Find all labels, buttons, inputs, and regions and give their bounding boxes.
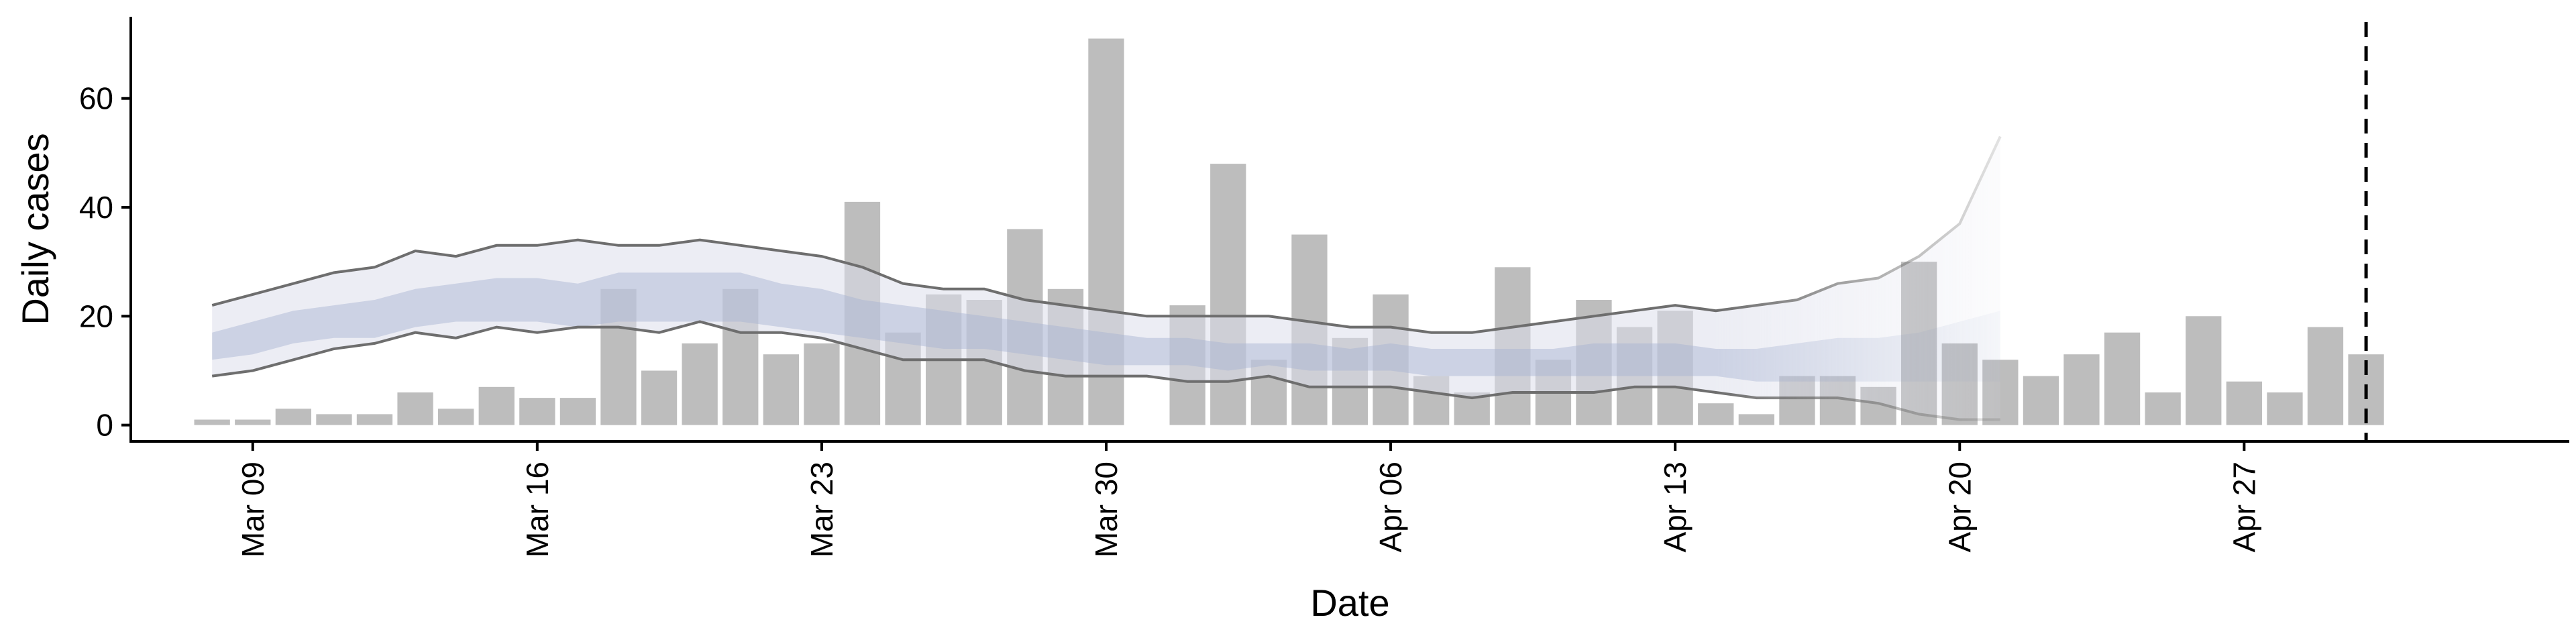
x-tick-label: Mar 09 [235,462,270,557]
bar-2020-03-15 [478,386,515,425]
bar-2020-04-02 [1210,164,1246,425]
bar-2020-03-17 [559,398,596,425]
outer-interval-band [212,136,2000,420]
x-tick-label: Apr 13 [1658,462,1693,553]
x-tick-label: Mar 16 [520,462,555,557]
bar-2020-04-14 [1698,403,1734,425]
y-tick-label: 20 [79,299,113,333]
upper-bound-line [211,136,2002,334]
x-tick-label: Mar 30 [1089,462,1124,557]
y-tick-label: 60 [79,81,113,116]
bar-2020-03-10 [275,409,311,425]
lower-bound-line [211,320,2000,421]
x-axis-title: Date [1310,582,1389,624]
bar-2020-03-19 [641,370,678,425]
bar-2020-04-26 [2186,316,2222,425]
bar-2020-04-24 [2104,332,2141,425]
inner-interval-band [212,272,2000,382]
bar-2020-04-28 [2267,392,2303,425]
bar-2020-03-20 [682,343,718,425]
x-tick-label: Apr 27 [2226,462,2261,553]
bar-2020-03-14 [438,409,474,425]
y-tick-label: 0 [96,408,113,443]
bar-2020-04-22 [2023,376,2059,425]
x-tick-label: Apr 06 [1373,462,1408,553]
bar-2020-04-25 [2145,392,2181,425]
bar-2020-03-22 [763,354,799,425]
bar-2020-03-13 [397,392,433,425]
bar-2020-04-23 [2063,354,2100,425]
bar-2020-04-29 [2307,327,2344,425]
y-tick-label: 40 [79,190,113,225]
bar-2020-04-15 [1738,414,1774,425]
bar-2020-03-08 [194,419,230,425]
bar-2020-03-09 [235,419,271,425]
bar-2020-04-27 [2226,381,2262,425]
x-tick-label: Mar 23 [804,462,839,557]
y-axis-title: Daily cases [14,133,56,325]
axes-layer: 0 20 40 60 Mar 09 Mar 16 Mar 23 Mar 30 Apr 06 Apr… [79,17,2569,557]
x-tick-label: Apr 20 [1942,462,1977,553]
interval-layer [211,136,2002,421]
bar-2020-03-16 [519,398,555,425]
bar-2020-03-23 [804,343,840,425]
bar-2020-03-12 [356,414,393,425]
bar-2020-03-11 [316,414,352,425]
